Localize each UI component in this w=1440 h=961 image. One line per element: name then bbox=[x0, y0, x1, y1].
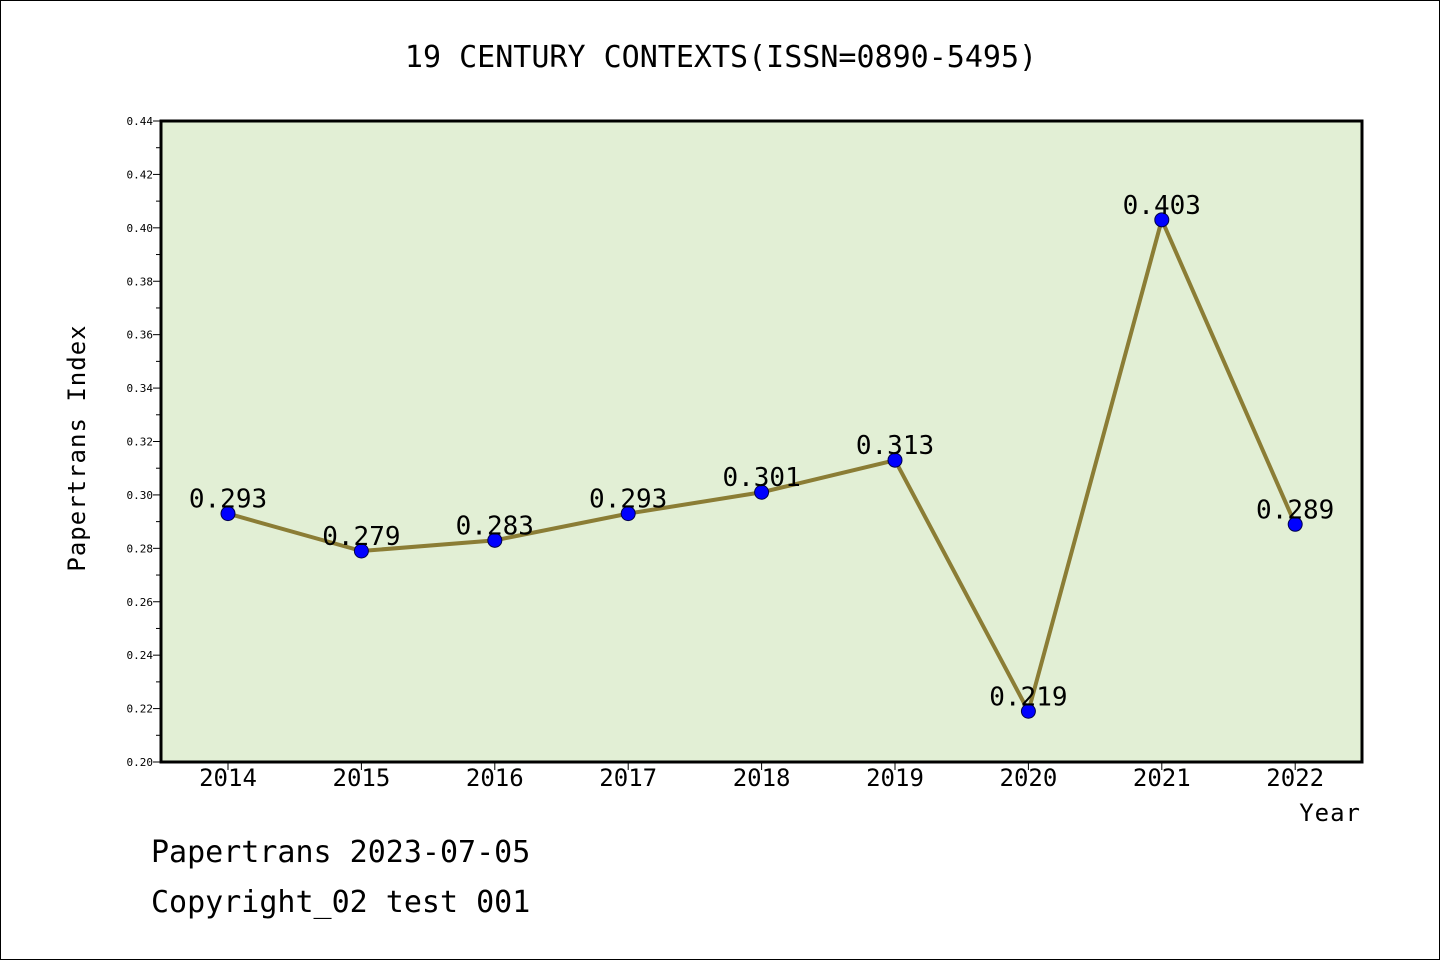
data-label-2019: 0.313 bbox=[856, 431, 934, 461]
y-tick-label: 0.20 bbox=[127, 756, 154, 769]
x-tick-label: 2017 bbox=[599, 764, 657, 792]
x-tick-label: 2022 bbox=[1266, 764, 1324, 792]
plot-area bbox=[159, 119, 1364, 764]
x-tick-label: 2016 bbox=[466, 764, 524, 792]
y-tick-label: 0.22 bbox=[127, 703, 154, 716]
footer-copyright-line: Copyright_02 test 001 bbox=[151, 885, 531, 920]
y-tick-label: 0.36 bbox=[127, 329, 154, 342]
data-point-2017 bbox=[620, 506, 636, 522]
x-tick-label: 2020 bbox=[1000, 764, 1058, 792]
y-tick-label: 0.28 bbox=[127, 542, 154, 555]
data-label-2016: 0.283 bbox=[456, 511, 534, 541]
y-tick-label: 0.40 bbox=[127, 222, 154, 235]
data-label-2018: 0.301 bbox=[722, 463, 800, 493]
y-tick-label: 0.34 bbox=[127, 382, 154, 395]
chart-title: 19 CENTURY CONTEXTS(ISSN=0890-5495) bbox=[405, 40, 1037, 75]
series-papertrans-index bbox=[220, 212, 1303, 719]
data-label-2020: 0.219 bbox=[989, 682, 1067, 712]
x-tick-label: 2014 bbox=[199, 764, 257, 792]
data-point-2016 bbox=[487, 532, 503, 548]
data-point-2015 bbox=[353, 543, 369, 559]
x-tick-label: 2018 bbox=[733, 764, 791, 792]
data-point-2021 bbox=[1154, 212, 1170, 228]
y-axis: 0.20 0.22 0.24 0.26 0.28 0.30 0.32 0.34 0.36 0.38… bbox=[127, 115, 161, 769]
x-tick-label: 2019 bbox=[866, 764, 924, 792]
data-label-2022: 0.289 bbox=[1256, 495, 1334, 525]
data-point-2014 bbox=[220, 506, 236, 522]
data-label-2014: 0.293 bbox=[189, 485, 267, 515]
data-point-2019 bbox=[887, 452, 903, 468]
x-axis-label: Year bbox=[1299, 799, 1361, 827]
data-point-2018 bbox=[754, 484, 770, 500]
x-tick-label: 2021 bbox=[1133, 764, 1191, 792]
y-axis-label: Papertrans Index bbox=[63, 324, 91, 571]
data-point-2022 bbox=[1287, 516, 1303, 532]
x-tick-label: 2015 bbox=[333, 764, 391, 792]
y-tick-label: 0.24 bbox=[127, 649, 154, 662]
data-label-2021: 0.403 bbox=[1123, 191, 1201, 221]
y-tick-label: 0.32 bbox=[127, 436, 154, 449]
data-labels: 0.293 0.279 0.283 0.293 0.301 0.313 0.219 0.403… bbox=[189, 191, 1334, 712]
data-point-2020 bbox=[1020, 703, 1036, 719]
data-label-2015: 0.279 bbox=[322, 522, 400, 552]
y-tick-label: 0.26 bbox=[127, 596, 154, 609]
y-tick-label: 0.38 bbox=[127, 275, 154, 288]
data-label-2017: 0.293 bbox=[589, 485, 667, 515]
footer-date-line: Papertrans 2023-07-05 bbox=[151, 835, 531, 870]
y-tick-label: 0.44 bbox=[127, 115, 154, 128]
x-axis: 2014 2015 2016 2017 2018 2019 2020 2021 2022 bbox=[199, 762, 1324, 792]
y-tick-label: 0.30 bbox=[127, 489, 154, 502]
y-tick-label: 0.42 bbox=[127, 168, 154, 181]
